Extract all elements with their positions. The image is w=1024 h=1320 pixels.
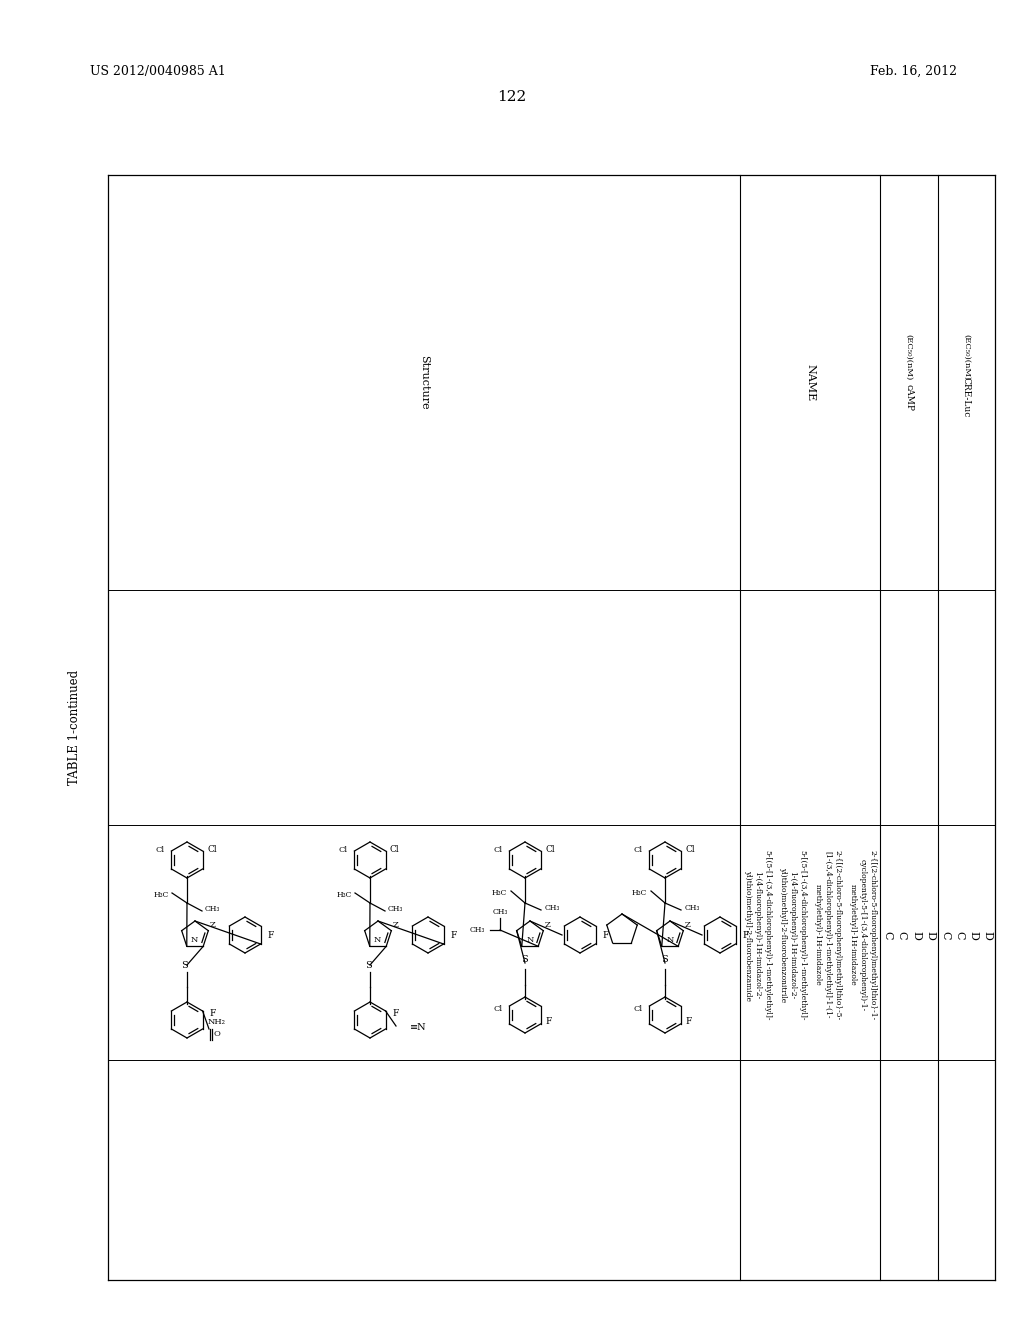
Text: S: S [521, 954, 528, 964]
Text: Z: Z [684, 920, 690, 929]
Text: N: N [667, 936, 674, 944]
Text: cAMP: cAMP [904, 384, 913, 411]
Text: TABLE 1-continued: TABLE 1-continued [69, 671, 82, 785]
Text: Cl: Cl [685, 846, 694, 854]
Text: 122: 122 [498, 90, 526, 104]
Text: F: F [209, 1010, 215, 1019]
Text: Feb. 16, 2012: Feb. 16, 2012 [870, 65, 957, 78]
Text: Cl: Cl [390, 846, 399, 854]
Text: S: S [365, 961, 372, 969]
Text: US 2012/0040985 A1: US 2012/0040985 A1 [90, 65, 225, 78]
Text: 2-{[(2-chloro-5-fluorophenyl)methyl]thio}-5-
[1-(3,4-dichlorophenyl)-1-methyleth: 2-{[(2-chloro-5-fluorophenyl)methyl]thio… [814, 850, 842, 1020]
Text: 5-[(5-[1-(3,4-dichlorophenyl)-1-methylethyl]-
1-(4-fluorophenyl)-1H-imidazol-2-
: 5-[(5-[1-(3,4-dichlorophenyl)-1-methylet… [743, 850, 771, 1020]
Text: C: C [883, 931, 892, 940]
Text: F: F [450, 931, 457, 940]
Text: N: N [527, 936, 535, 944]
Text: Cl: Cl [494, 846, 503, 854]
Text: O: O [214, 1030, 220, 1038]
Text: C: C [940, 931, 950, 940]
Text: CH₃: CH₃ [545, 904, 560, 912]
Text: 2-{[(2-chloro-5-fluorophenyl)methyl]thio}-1-
cyclopentyl-5-[1-(3,4-dichloropheny: 2-{[(2-chloro-5-fluorophenyl)methyl]thio… [849, 850, 877, 1020]
Text: Z: Z [392, 920, 398, 929]
Text: Structure: Structure [419, 355, 429, 409]
Text: F: F [392, 1010, 398, 1019]
Text: NH₂: NH₂ [208, 1018, 226, 1026]
Text: CH₃: CH₃ [205, 906, 220, 913]
Text: F: F [267, 931, 273, 940]
Text: F: F [742, 931, 749, 940]
Text: CH₃: CH₃ [493, 908, 508, 916]
Text: Cl: Cl [156, 846, 165, 854]
Text: D: D [911, 931, 922, 940]
Text: H₃C: H₃C [492, 888, 507, 898]
Text: Cl: Cl [545, 846, 555, 854]
Text: (EC₅₀)(nM): (EC₅₀)(nM) [905, 334, 913, 380]
Text: F: F [545, 1016, 551, 1026]
Text: Cl: Cl [339, 846, 348, 854]
Text: CH₃: CH₃ [388, 906, 403, 913]
Text: Z: Z [545, 920, 550, 929]
Text: H₃C: H₃C [337, 891, 352, 899]
Text: C: C [897, 931, 906, 940]
Text: 5-[(5-[1-(3,4-dichlorophenyl)-1-methylethyl]-
1-(4-fluorophenyl)-1H-imidazol-2-
: 5-[(5-[1-(3,4-dichlorophenyl)-1-methylet… [778, 850, 806, 1020]
Text: H₃C: H₃C [632, 888, 647, 898]
Text: C: C [954, 931, 965, 940]
Text: F: F [602, 931, 608, 940]
Text: Cl: Cl [634, 1005, 643, 1012]
Text: N: N [190, 936, 199, 944]
Text: D: D [969, 931, 979, 940]
Text: S: S [662, 954, 669, 964]
Text: Cl: Cl [494, 1005, 503, 1012]
Text: CH₃: CH₃ [470, 927, 485, 935]
Text: F: F [685, 1016, 691, 1026]
Text: S: S [181, 961, 188, 969]
Text: D: D [983, 931, 993, 940]
Text: NAME: NAME [805, 364, 815, 401]
Text: (EC₅₀)(nM): (EC₅₀)(nM) [963, 334, 971, 380]
Text: Cl: Cl [634, 846, 643, 854]
Text: N: N [374, 936, 381, 944]
Text: CRE-Luc: CRE-Luc [962, 378, 971, 417]
Text: Cl: Cl [207, 846, 217, 854]
Text: H₃C: H₃C [154, 891, 169, 899]
Text: CH₃: CH₃ [685, 904, 700, 912]
Text: D: D [926, 931, 936, 940]
Text: Z: Z [209, 920, 215, 929]
Text: ≡N: ≡N [410, 1023, 427, 1032]
